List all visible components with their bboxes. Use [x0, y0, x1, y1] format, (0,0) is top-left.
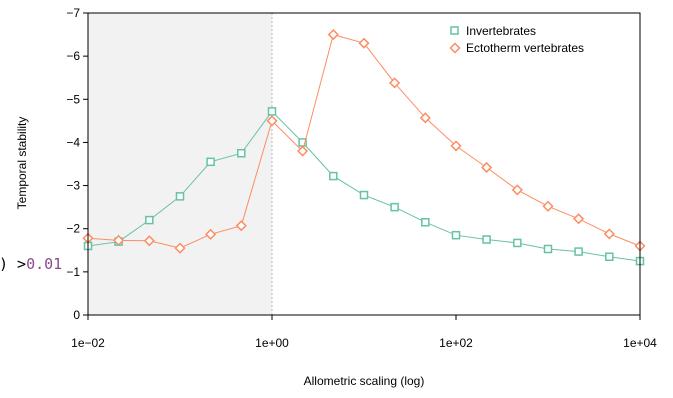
data-point-invertebrates [145, 215, 154, 225]
series-layer [82, 29, 646, 266]
data-point-ectotherm-vertebrates [174, 242, 186, 254]
data-point-invertebrates [329, 171, 338, 181]
legend-label-ectotherm-vertebrates: Ectotherm vertebrates [466, 41, 584, 55]
y-axis-title: Temporal stability [15, 117, 29, 210]
data-point-ectotherm-vertebrates [327, 29, 339, 41]
y-tick-label: −4 [66, 135, 80, 149]
code-overlay-value: 0.01 [26, 255, 62, 273]
axis-layer: 0 −1 −2 −3 −4 −5 −6 −7 1e−02 1e+00 1e+02 1e+04 [66, 6, 657, 350]
data-point-invertebrates [237, 148, 246, 158]
data-point-ectotherm-vertebrates [143, 235, 155, 247]
y-tick-label: −7 [66, 6, 80, 20]
y-tick-label: −5 [66, 92, 80, 106]
x-tick-label: 1e+02 [439, 336, 473, 350]
data-point-invertebrates [574, 247, 583, 256]
data-point-ectotherm-vertebrates [419, 112, 431, 124]
data-point-ectotherm-vertebrates [266, 115, 278, 127]
code-overlay: ) >0.01 [0, 255, 62, 273]
x-tick-label: 1e−02 [71, 336, 105, 350]
y-tick-label: −2 [66, 222, 80, 236]
y-tick-label: −6 [66, 49, 80, 63]
x-tick-label: 1e+00 [255, 336, 289, 350]
shaded-region [88, 13, 272, 315]
y-tick-label: −3 [66, 179, 80, 193]
data-point-invertebrates [451, 230, 461, 240]
data-point-ectotherm-vertebrates [603, 228, 615, 240]
data-point-ectotherm-vertebrates [205, 228, 217, 240]
data-point-invertebrates [206, 157, 215, 167]
plot-frame [87, 12, 641, 316]
legend: Invertebrates Ectotherm vertebrates [449, 24, 584, 55]
data-point-ectotherm-vertebrates [450, 140, 462, 152]
data-point-invertebrates [359, 190, 369, 200]
legend-label-invertebrates: Invertebrates [466, 24, 536, 38]
data-point-invertebrates [421, 217, 430, 227]
code-overlay-prefix: ) > [0, 255, 26, 273]
data-point-ectotherm-vertebrates [542, 200, 554, 212]
data-point-invertebrates [513, 238, 522, 248]
data-point-ectotherm-vertebrates [481, 161, 493, 174]
x-axis-title: Allometric scaling (log) [304, 374, 425, 388]
legend-marker-invertebrates [450, 26, 459, 35]
y-tick-label: 0 [73, 308, 80, 322]
data-point-invertebrates [543, 244, 553, 254]
data-point-ectotherm-vertebrates [573, 213, 585, 225]
data-point-ectotherm-vertebrates [358, 37, 370, 49]
data-point-invertebrates [390, 202, 399, 212]
data-point-ectotherm-vertebrates [297, 145, 309, 157]
data-point-invertebrates [605, 252, 614, 262]
data-point-invertebrates [175, 192, 185, 201]
x-tick-label: 1e+04 [623, 336, 657, 350]
legend-marker-ectotherm-vertebrates [449, 42, 461, 54]
data-point-invertebrates [267, 107, 277, 116]
data-point-ectotherm-vertebrates [235, 220, 247, 232]
data-point-invertebrates [482, 235, 491, 244]
data-point-ectotherm-vertebrates [389, 77, 401, 89]
data-point-ectotherm-vertebrates [113, 234, 125, 246]
data-point-ectotherm-vertebrates [511, 184, 523, 196]
y-tick-label: −1 [66, 265, 80, 279]
